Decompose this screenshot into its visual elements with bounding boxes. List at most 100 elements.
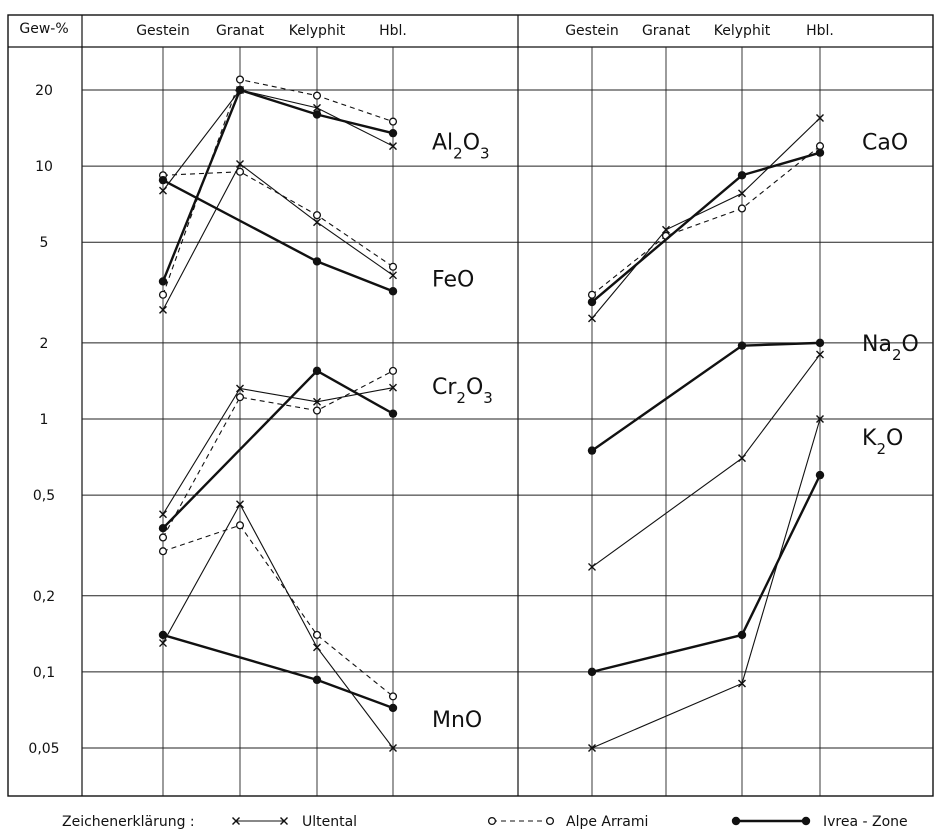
marker-filled-circle	[388, 409, 398, 418]
marker-x	[389, 142, 397, 151]
marker-x	[159, 639, 167, 648]
series-line	[591, 151, 821, 303]
marker-open-circle	[235, 521, 245, 530]
series-line	[591, 341, 821, 452]
series-line	[162, 370, 394, 538]
series-line	[162, 503, 394, 749]
marker-x	[232, 817, 240, 825]
marker-filled-circle	[815, 338, 825, 348]
legend: Zeichenerklärung : Ultental Alpe Arrami Iv…	[62, 814, 908, 830]
legend-label: Ultental	[302, 814, 357, 830]
marker-x	[389, 383, 397, 392]
marker-filled-circle	[815, 148, 825, 157]
oxide-label: FeO	[432, 267, 474, 292]
series-ultental	[159, 500, 397, 752]
marker-open-circle	[158, 290, 168, 299]
series-line	[162, 524, 394, 697]
y-tick-label: 10	[35, 159, 53, 175]
marker-open-circle	[235, 393, 245, 402]
marker-x	[588, 314, 596, 323]
marker-filled-circle	[312, 257, 322, 266]
marker-open-circle	[312, 630, 322, 639]
category-header: Gestein	[136, 23, 190, 39]
series-ivrea	[587, 338, 825, 455]
legend-title: Zeichenerklärung :	[62, 814, 195, 830]
category-headers: Gestein Granat Kelyphit Hbl. Gestein Granat Ke…	[136, 23, 834, 39]
marker-x	[816, 415, 824, 423]
marker-filled-circle	[737, 171, 747, 180]
marker-filled-circle	[388, 703, 398, 713]
marker-x	[313, 397, 321, 406]
marker-filled-circle	[587, 297, 597, 307]
y-axis: Gew-% 20 10 5 2 1 0,5 0,2 0,1 0,05	[19, 21, 68, 757]
marker-open-circle	[312, 211, 322, 220]
marker-x	[313, 643, 321, 652]
marker-open-circle	[235, 167, 245, 176]
series-ultental	[588, 415, 824, 752]
marker-open-circle	[388, 117, 398, 126]
frame-border	[7, 14, 934, 797]
marker-x	[280, 817, 288, 825]
series-ivrea	[158, 366, 398, 533]
category-header: Hbl.	[379, 23, 407, 39]
marker-open-circle	[587, 290, 597, 299]
series-ultental	[159, 383, 397, 519]
marker-filled-circle	[587, 667, 597, 677]
marker-filled-circle	[737, 341, 747, 350]
series-ivrea	[158, 630, 398, 713]
series-line	[162, 78, 394, 295]
series-ultental	[588, 350, 824, 571]
series-line	[161, 88, 394, 282]
marker-x	[816, 350, 824, 359]
marker-x	[236, 159, 244, 168]
y-tick-label: 0,05	[28, 741, 59, 757]
marker-open-circle	[388, 692, 398, 701]
oxide-label: Na2O	[862, 332, 919, 364]
marker-x	[588, 562, 596, 571]
chart-series	[158, 75, 825, 752]
y-tick-label: 20	[35, 83, 53, 99]
marker-x	[313, 218, 321, 227]
marker-filled-circle	[312, 366, 322, 376]
series-alpe	[158, 521, 398, 701]
series-ivrea	[587, 148, 825, 307]
category-header: Kelyphit	[714, 23, 771, 39]
oxide-label: MnO	[432, 708, 482, 733]
series-ultental	[159, 159, 397, 314]
marker-x	[389, 271, 397, 280]
marker-filled-circle	[388, 128, 398, 138]
marker-filled-circle	[158, 175, 168, 185]
oxide-label: Cr2O3	[432, 375, 493, 407]
series-ivrea	[158, 175, 398, 296]
series-line	[162, 163, 394, 311]
category-header: Kelyphit	[289, 23, 346, 39]
marker-filled-circle	[158, 523, 168, 533]
category-header: Granat	[216, 23, 265, 39]
series-line	[591, 145, 821, 296]
marker-filled-circle	[312, 110, 322, 119]
series-ivrea	[587, 470, 825, 677]
y-tick-label: 1	[40, 412, 49, 428]
marker-open-circle	[235, 75, 245, 84]
marker-open-circle	[388, 366, 398, 375]
legend-label: Ivrea - Zone	[823, 814, 908, 830]
category-header: Granat	[642, 23, 691, 39]
y-tick-label: 5	[40, 235, 49, 251]
marker-x	[159, 510, 167, 519]
marker-open-circle	[158, 533, 168, 542]
marker-x	[313, 103, 321, 112]
y-tick-label: 0,1	[33, 665, 55, 681]
marker-open-circle	[487, 816, 497, 826]
series-line	[591, 418, 821, 749]
oxide-labels: Al2O3 FeO Cr2O3 MnO CaO Na2O K2O	[432, 131, 919, 734]
oxide-label: CaO	[862, 131, 908, 156]
series-line	[591, 474, 822, 674]
category-header: Hbl.	[806, 23, 834, 39]
marker-x	[738, 189, 746, 198]
marker-open-circle	[312, 91, 322, 100]
marker-x	[738, 454, 746, 463]
marker-x	[738, 679, 746, 688]
marker-x	[389, 744, 397, 752]
y-axis-title: Gew-%	[19, 21, 68, 37]
